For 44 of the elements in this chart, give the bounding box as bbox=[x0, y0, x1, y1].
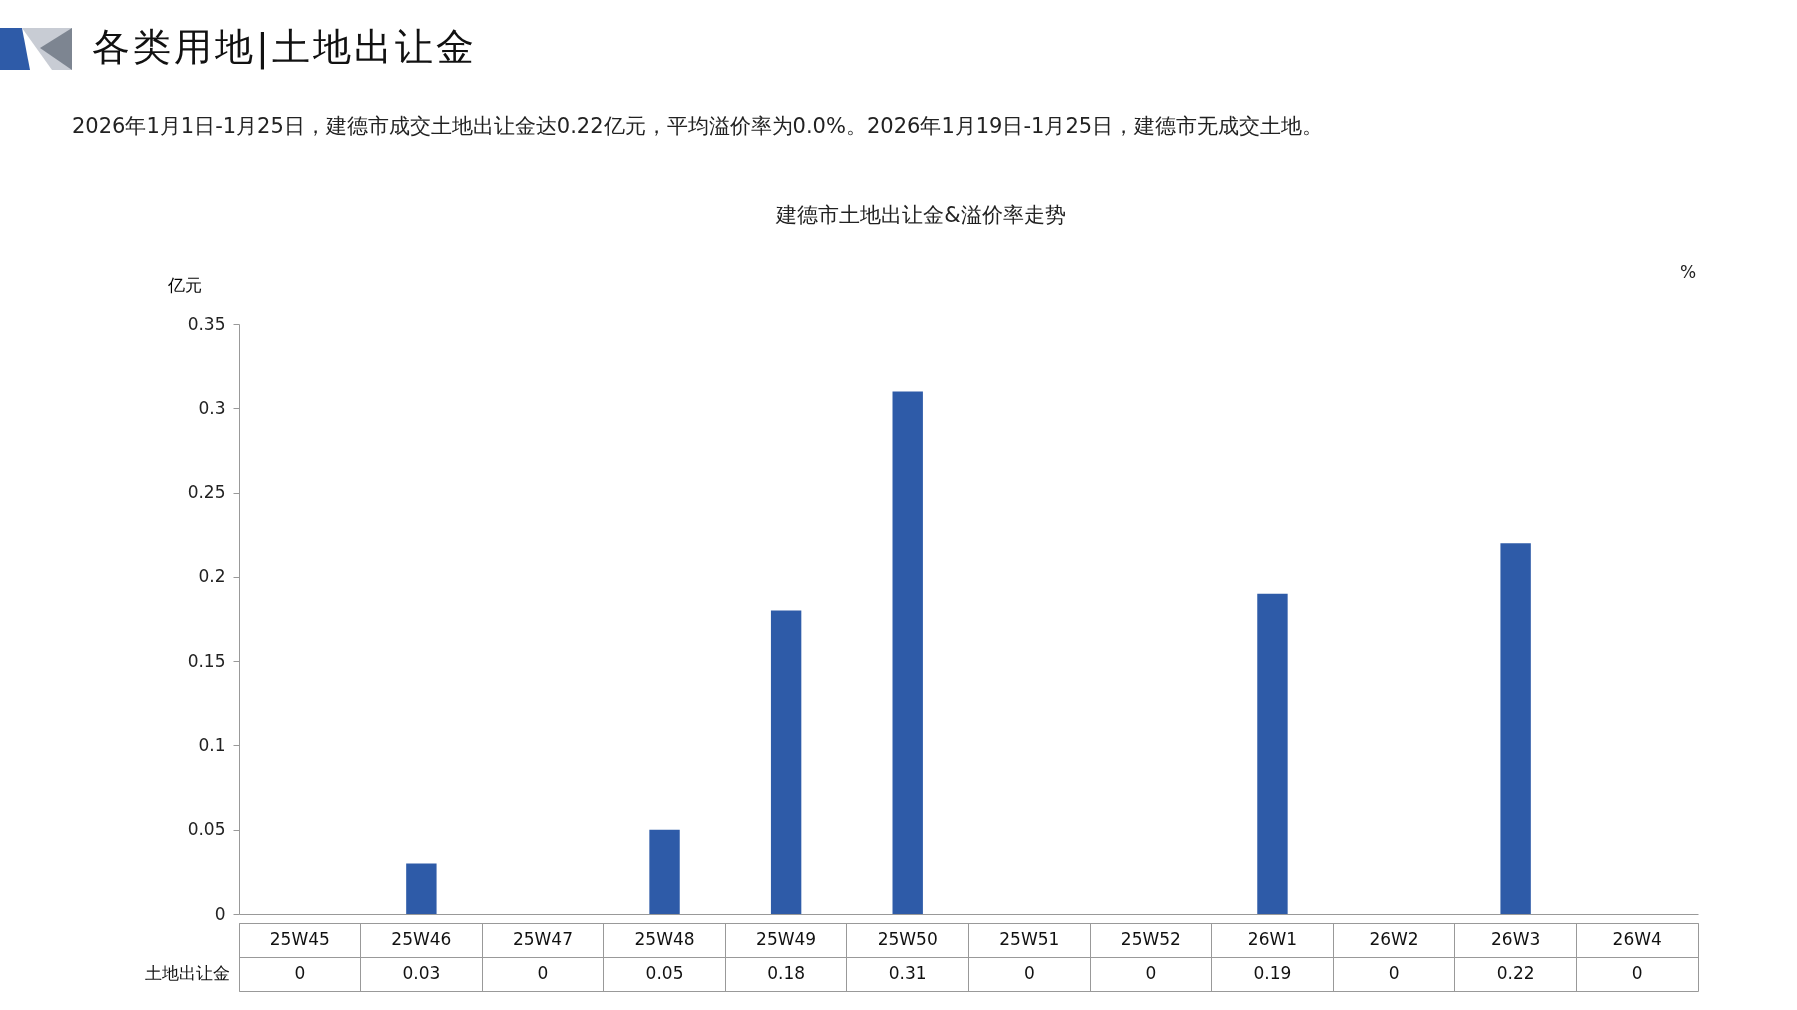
text: 土地出让金 bbox=[144, 963, 230, 983]
chart-subtitle: 2026年1月1日-1月25日，建德市成交土地出让金达0.22亿元，平均溢价率为0.0%。2026年1月19日-1月25日，建德市无成交土地。 bbox=[72, 113, 1324, 140]
data-label: 0.31 bbox=[888, 963, 927, 983]
x-tick-label: 25W49 bbox=[756, 929, 817, 949]
bar bbox=[892, 391, 923, 914]
y-tick-label: 0.25 bbox=[187, 482, 226, 503]
x-tick-label: 25W48 bbox=[634, 929, 695, 949]
data-label: 0 bbox=[1631, 963, 1643, 983]
y-tick-label: 0.1 bbox=[198, 734, 226, 755]
x-tick-label: 26W3 bbox=[1490, 929, 1541, 949]
data-label: 0 bbox=[1145, 963, 1157, 983]
bar bbox=[649, 829, 680, 914]
x-tick-label: 25W50 bbox=[877, 929, 938, 949]
y-axis-title: 亿元 bbox=[166, 274, 202, 295]
x-tick-label: 25W51 bbox=[999, 929, 1060, 949]
data-label: 0 bbox=[1023, 963, 1035, 983]
x-tick-label: 25W46 bbox=[391, 929, 452, 949]
data-label: 0 bbox=[537, 963, 549, 983]
x-tick-label: 26W4 bbox=[1612, 929, 1662, 949]
data-label: 0.22 bbox=[1496, 963, 1535, 983]
data-label: 0 bbox=[294, 963, 306, 983]
y-tick-label: 0.2 bbox=[198, 566, 226, 587]
x-tick-label: 25W45 bbox=[269, 929, 330, 949]
bar bbox=[770, 610, 802, 914]
y-tick-label: 0 bbox=[214, 903, 226, 924]
x-tick-label: 25W47 bbox=[512, 929, 573, 949]
y-tick-label: 0.35 bbox=[187, 313, 226, 334]
bar bbox=[406, 863, 437, 914]
x-tick-label: 25W52 bbox=[1120, 929, 1181, 949]
y-tick-label: 0.3 bbox=[198, 397, 226, 418]
x-tick-label: 26W1 bbox=[1247, 929, 1298, 949]
y2-axis-title: % bbox=[1680, 262, 1697, 282]
chart-title: 各类用地|土地出让金 bbox=[92, 24, 477, 72]
y-tick-label: 0.15 bbox=[187, 650, 226, 671]
data-label: 0.05 bbox=[645, 963, 684, 983]
text: 建德市土地出让金&溢价率走势 bbox=[775, 203, 1066, 227]
data-label: 0 bbox=[1388, 963, 1400, 983]
bar bbox=[1500, 543, 1531, 914]
data-label: 0.19 bbox=[1253, 963, 1292, 983]
bar bbox=[1257, 593, 1288, 914]
data-label: 0.18 bbox=[767, 963, 806, 983]
x-tick-label: 26W2 bbox=[1369, 929, 1419, 949]
y-tick-label: 0.05 bbox=[187, 819, 226, 840]
data-label: 0.03 bbox=[402, 963, 441, 983]
